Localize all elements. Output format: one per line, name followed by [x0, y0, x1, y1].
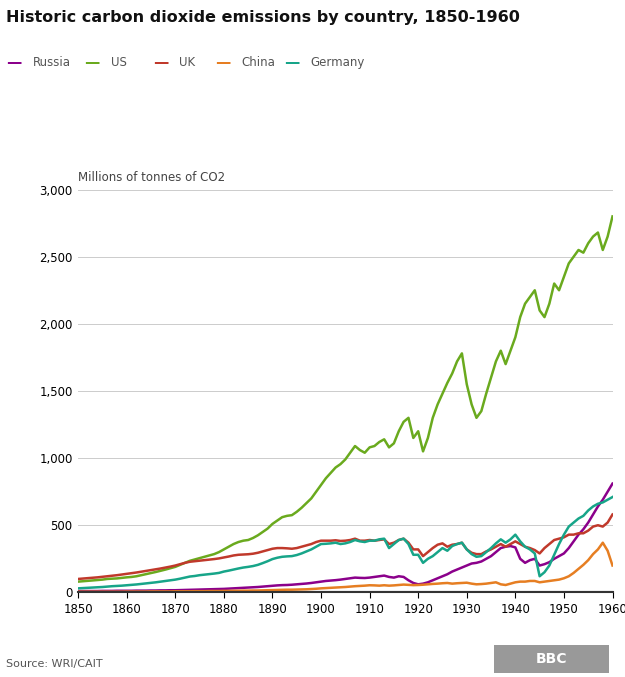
US: [211, 550, 218, 558]
China: [196, 587, 203, 595]
Text: Germany: Germany: [311, 56, 365, 69]
China: [322, 584, 329, 592]
Russia: [385, 573, 392, 581]
Text: —: —: [153, 55, 169, 70]
Germany: [74, 584, 82, 592]
US: [322, 474, 329, 482]
Russia: [74, 587, 82, 595]
Germany: [589, 502, 597, 510]
China: [274, 586, 281, 594]
Text: —: —: [284, 55, 300, 70]
UK: [274, 544, 281, 552]
Germany: [385, 544, 392, 552]
China: [609, 561, 616, 569]
China: [74, 588, 82, 596]
Germany: [211, 569, 218, 577]
China: [211, 587, 218, 595]
Text: BBC: BBC: [536, 652, 568, 665]
US: [274, 517, 281, 525]
Russia: [589, 510, 597, 519]
Line: Germany: Germany: [78, 497, 612, 588]
UK: [385, 540, 392, 548]
UK: [196, 556, 203, 565]
Russia: [322, 577, 329, 585]
Russia: [274, 582, 281, 590]
Line: Russia: Russia: [78, 483, 612, 591]
Text: Millions of tonnes of CO2: Millions of tonnes of CO2: [78, 171, 225, 183]
Text: —: —: [84, 55, 100, 70]
Text: US: US: [111, 56, 126, 69]
Text: Russia: Russia: [32, 56, 71, 69]
Text: China: China: [242, 56, 276, 69]
UK: [211, 555, 218, 563]
Text: Source: WRI/CAIT: Source: WRI/CAIT: [6, 659, 103, 669]
Russia: [609, 479, 616, 487]
US: [609, 213, 616, 221]
Text: —: —: [6, 55, 22, 70]
Line: UK: UK: [78, 515, 612, 579]
Line: China: China: [78, 543, 612, 592]
Line: US: US: [78, 217, 612, 582]
UK: [74, 575, 82, 583]
US: [74, 577, 82, 586]
Text: Historic carbon dioxide emissions by country, 1850-1960: Historic carbon dioxide emissions by cou…: [6, 10, 520, 25]
China: [589, 550, 597, 558]
Germany: [274, 554, 281, 562]
Russia: [211, 585, 218, 593]
UK: [609, 510, 616, 519]
China: [599, 539, 606, 547]
US: [196, 554, 203, 562]
Text: —: —: [216, 55, 231, 70]
US: [385, 443, 392, 452]
US: [589, 232, 597, 240]
UK: [322, 537, 329, 545]
China: [385, 582, 392, 590]
Germany: [322, 540, 329, 548]
Germany: [196, 571, 203, 580]
Germany: [609, 493, 616, 501]
Russia: [196, 586, 203, 594]
Text: UK: UK: [179, 56, 196, 69]
UK: [589, 523, 597, 531]
